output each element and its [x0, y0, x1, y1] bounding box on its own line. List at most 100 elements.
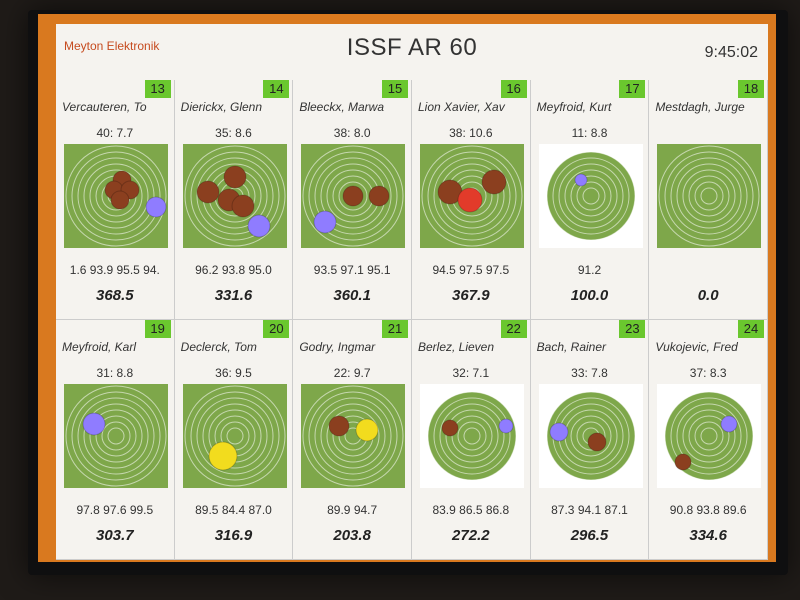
shooter-card: 23 Bach, Rainer 33: 7.8 87.3 94.1 87.1 2… [530, 320, 650, 560]
last-shot: 40: 7.7 [96, 126, 134, 140]
shot-hole [223, 165, 247, 189]
target-ring [582, 187, 600, 205]
shot-hole [328, 415, 350, 437]
shooter-card: 21 Godry, Ingmar 22: 9.7 89.9 94.7 203.8 [293, 320, 412, 560]
target-icon [182, 144, 287, 248]
series-scores: 87.3 94.1 87.1 [551, 503, 628, 517]
shooter-card: 24 Vukojevic, Fred 37: 8.3 90.8 93.8 89.… [649, 320, 768, 560]
last-shot: 38: 8.0 [333, 126, 371, 140]
lane-badge: 15 [381, 80, 408, 98]
shot-hole [481, 169, 507, 195]
total-score: 316.9 [214, 527, 253, 544]
shot-hole [574, 173, 588, 187]
last-shot: 38: 10.6 [449, 126, 493, 140]
last-shot: 33: 7.8 [571, 366, 608, 380]
shot-hole [145, 196, 167, 218]
target-icon [657, 144, 762, 248]
shooter-name: Dierickx, Glenn [180, 100, 263, 114]
shooter-name: Vercauteren, To [62, 100, 147, 114]
scoreboard-screen: Meyton Elektronik ISSF AR 60 9:45:02 13 … [38, 14, 776, 562]
shooter-name: Bleeckx, Marwa [299, 100, 385, 114]
total-score: 272.2 [452, 527, 490, 544]
shooter-card: 19 Meyfroid, Karl 31: 8.8 97.8 97.6 99.5… [56, 320, 175, 560]
target-ring [700, 187, 718, 205]
lane-badge: 20 [263, 320, 290, 338]
shooter-card: 20 Declerck, Tom 36: 9.5 89.5 84.4 87.0 … [174, 320, 294, 560]
shooter-card: 18 Mestdagh, Jurge 0.0 [649, 80, 768, 320]
scoreboard-panel: Meyton Elektronik ISSF AR 60 9:45:02 13 … [56, 24, 768, 560]
last-shot: 11: 8.8 [571, 126, 608, 140]
shooter-card: 14 Dierickx, Glenn 35: 8.6 96.2 93.8 95.… [174, 80, 294, 320]
target-icon [657, 384, 762, 488]
total-score: 334.6 [689, 527, 727, 544]
lane-badge: 24 [737, 320, 764, 338]
shooter-name: Godry, Ingmar [299, 340, 376, 354]
target-icon [301, 384, 406, 488]
target-icon [538, 144, 643, 248]
shooter-name: Mestdagh, Jurge [655, 100, 745, 114]
shot-hole [355, 418, 379, 442]
clock: 9:45:02 [704, 44, 758, 61]
last-shot: 36: 9.5 [215, 366, 252, 380]
shooter-card: 17 Meyfroid, Kurt 11: 8.8 91.2 100.0 [530, 80, 650, 320]
total-score: 296.5 [570, 527, 609, 544]
target-icon [64, 144, 168, 248]
total-score: 0.0 [697, 287, 719, 304]
shot-hole [110, 190, 130, 210]
series-scores: 97.8 97.6 99.5 [76, 503, 154, 517]
shot-hole [457, 187, 483, 213]
shot-hole [674, 453, 692, 471]
lane-badge: 16 [500, 80, 527, 98]
scoreboard-header: Meyton Elektronik ISSF AR 60 9:45:02 [56, 24, 768, 80]
total-score: 368.5 [96, 287, 134, 304]
target-icon [419, 144, 524, 248]
target-icon [538, 384, 643, 488]
lane-badge: 13 [144, 80, 171, 98]
shot-hole [720, 415, 738, 433]
last-shot: 37: 8.3 [689, 366, 727, 380]
shooter-card: 16 Lion Xavier, Xav 38: 10.6 94.5 97.5 9… [411, 80, 531, 320]
shot-hole [342, 185, 364, 207]
series-scores: 89.9 94.7 [327, 503, 378, 517]
total-score: 203.8 [333, 527, 371, 544]
target-icon [301, 144, 406, 248]
total-score: 100.0 [570, 287, 609, 304]
last-shot: 35: 8.6 [215, 126, 252, 140]
shot-hole [313, 210, 337, 234]
total-score: 360.1 [333, 287, 371, 304]
target-icon [419, 384, 524, 488]
target-icon [182, 384, 287, 488]
series-scores: 93.5 97.1 95.1 [313, 263, 391, 277]
shot-hole [549, 422, 569, 442]
shot-hole [196, 180, 220, 204]
target-ring [226, 427, 244, 445]
shooter-card: 15 Bleeckx, Marwa 38: 8.0 93.5 97.1 95.1… [293, 80, 412, 320]
shot-hole [247, 214, 271, 238]
series-scores: 1.6 93.9 95.5 94. [69, 263, 160, 277]
last-shot: 32: 7.1 [452, 366, 490, 380]
brand-label: Meyton Elektronik [64, 39, 160, 53]
lane-badge: 19 [144, 320, 171, 338]
shot-hole [208, 441, 238, 471]
shooter-name: Bach, Rainer [536, 340, 607, 354]
total-score: 303.7 [96, 527, 134, 544]
lane-badge: 18 [737, 80, 764, 98]
series-scores: 91.2 [577, 263, 602, 277]
shot-hole [587, 432, 607, 452]
series-scores: 96.2 93.8 95.0 [195, 263, 272, 277]
series-scores: 94.5 97.5 97.5 [432, 263, 510, 277]
shooter-name: Meyfroid, Karl [62, 340, 137, 354]
event-title: ISSF AR 60 [346, 34, 478, 61]
shot-hole [82, 412, 106, 436]
last-shot: 31: 8.8 [96, 366, 134, 380]
target-ring [107, 427, 125, 445]
lane-badge: 22 [500, 320, 527, 338]
target-ring [700, 427, 718, 445]
shot-hole [498, 418, 514, 434]
lane-badge: 17 [619, 80, 646, 98]
shooter-name: Declerck, Tom [180, 340, 257, 354]
shooter-grid: 13 Vercauteren, To 40: 7.7 1.6 93.9 95.5… [56, 80, 768, 560]
series-scores: 83.9 86.5 86.8 [432, 503, 510, 517]
lane-badge: 14 [263, 80, 290, 98]
lane-badge: 21 [381, 320, 408, 338]
